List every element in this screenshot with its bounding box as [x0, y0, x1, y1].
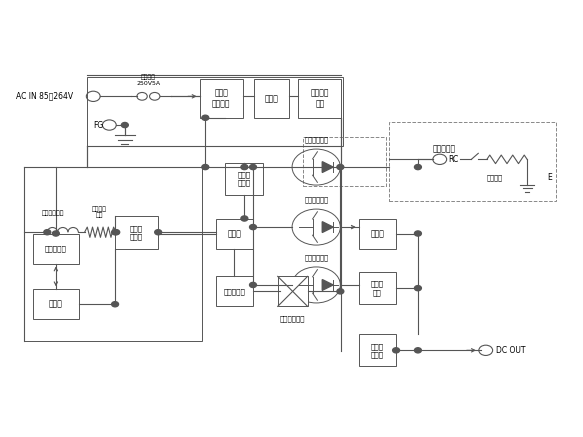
- Circle shape: [337, 164, 344, 170]
- Bar: [359, 272, 396, 304]
- Bar: [199, 79, 243, 118]
- Bar: [303, 137, 387, 186]
- Text: 整　流: 整 流: [265, 94, 278, 103]
- Bar: [278, 276, 308, 306]
- Bar: [254, 79, 289, 118]
- Bar: [226, 163, 263, 195]
- Circle shape: [111, 230, 118, 235]
- Circle shape: [113, 230, 120, 235]
- Text: 過電圧
保護: 過電圧 保護: [371, 281, 384, 295]
- Circle shape: [415, 164, 422, 170]
- Text: 整　流
平　滑: 整 流 平 滑: [130, 225, 143, 240]
- Circle shape: [392, 348, 399, 353]
- Text: 電流検出
抵抗: 電流検出 抵抗: [92, 206, 107, 218]
- Bar: [33, 289, 79, 319]
- Text: FG: FG: [93, 121, 104, 129]
- Text: 昇圧チョーク: 昇圧チョーク: [42, 211, 64, 216]
- Text: 電　流
検　出: 電 流 検 出: [237, 171, 251, 186]
- Circle shape: [111, 302, 118, 307]
- Text: オプション: オプション: [432, 145, 455, 153]
- Bar: [298, 79, 342, 118]
- Polygon shape: [322, 222, 333, 232]
- Circle shape: [44, 230, 51, 235]
- Bar: [33, 233, 79, 264]
- Text: インバータ: インバータ: [223, 288, 245, 295]
- Text: E: E: [547, 173, 552, 182]
- Circle shape: [250, 164, 257, 170]
- Bar: [389, 122, 556, 201]
- Text: 整　流
平　滑: 整 流 平 滑: [371, 343, 384, 357]
- Text: 外部電源: 外部電源: [487, 174, 503, 180]
- Bar: [359, 218, 396, 249]
- Text: 出力トランス: 出力トランス: [280, 315, 305, 322]
- Circle shape: [52, 231, 59, 236]
- Text: RC: RC: [448, 155, 459, 164]
- Bar: [216, 218, 253, 249]
- Circle shape: [415, 348, 422, 353]
- Circle shape: [241, 164, 248, 170]
- Text: ノイズ
フィルタ: ノイズ フィルタ: [212, 88, 230, 108]
- Bar: [115, 216, 158, 249]
- Text: 突入電流
防止: 突入電流 防止: [311, 88, 329, 108]
- Circle shape: [415, 231, 422, 236]
- Text: 制　御: 制 御: [49, 300, 63, 309]
- Circle shape: [202, 115, 209, 120]
- Text: DC OUT: DC OUT: [496, 346, 525, 355]
- Circle shape: [337, 289, 344, 294]
- Circle shape: [250, 225, 257, 230]
- Circle shape: [121, 122, 128, 128]
- Circle shape: [202, 164, 209, 170]
- Text: ヒューズ
250V5A: ヒューズ 250V5A: [136, 74, 160, 86]
- Polygon shape: [322, 162, 333, 173]
- Text: フォトカプラ: フォトカプラ: [304, 197, 328, 204]
- Text: 制　御: 制 御: [227, 229, 241, 238]
- Bar: [24, 167, 202, 341]
- Text: AC IN 85～264V: AC IN 85～264V: [16, 92, 73, 101]
- Bar: [87, 77, 343, 146]
- Text: 制　御: 制 御: [370, 229, 384, 238]
- Text: インバータ: インバータ: [45, 245, 67, 252]
- Text: フォトカプラ: フォトカプラ: [304, 255, 328, 261]
- Circle shape: [241, 216, 248, 221]
- Circle shape: [415, 286, 422, 291]
- Circle shape: [154, 230, 161, 235]
- Text: フォトカプラ: フォトカプラ: [304, 137, 328, 143]
- Bar: [216, 276, 253, 306]
- Polygon shape: [322, 280, 333, 290]
- Bar: [359, 334, 396, 366]
- Circle shape: [250, 282, 257, 288]
